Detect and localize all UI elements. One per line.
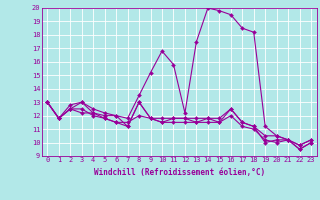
X-axis label: Windchill (Refroidissement éolien,°C): Windchill (Refroidissement éolien,°C) [94, 168, 265, 177]
